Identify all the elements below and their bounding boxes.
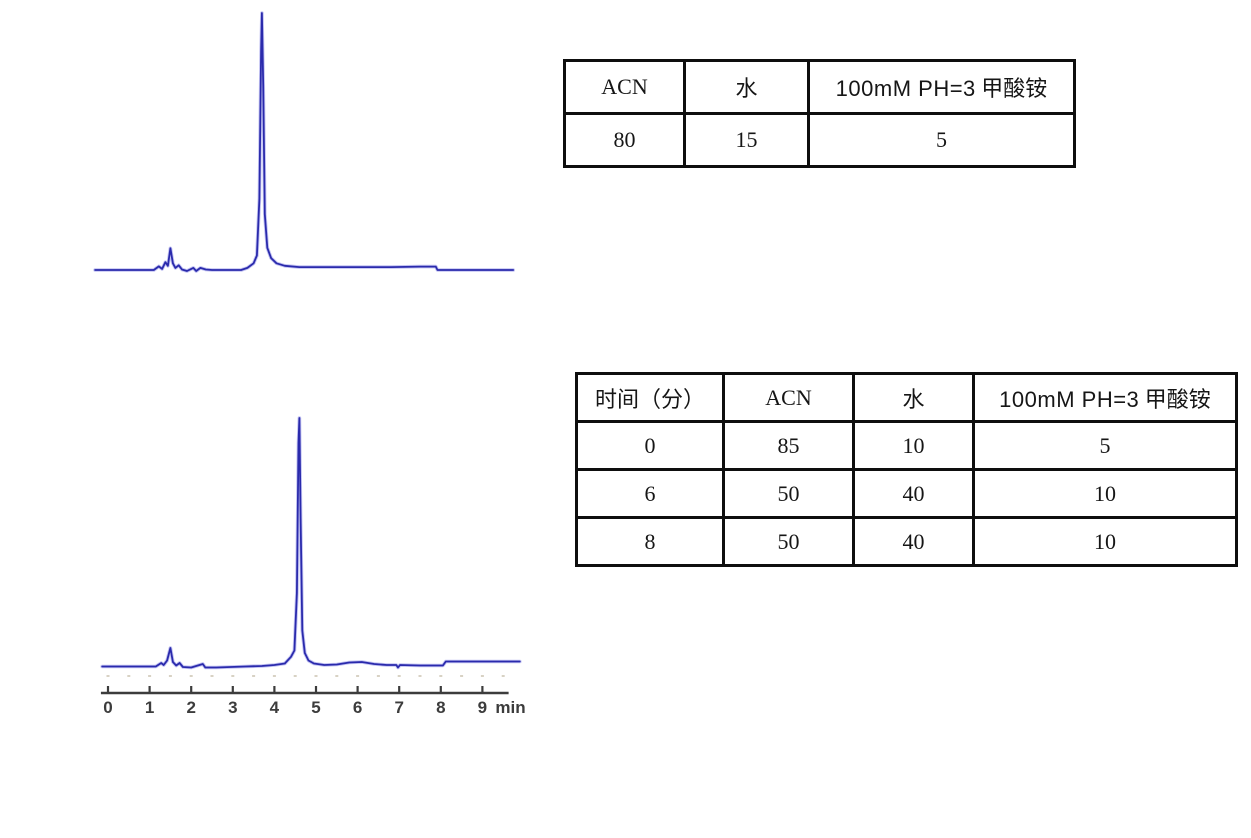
trace-halo (93, 11, 516, 273)
chromatogram-gradient: 0 1 2 3 4 5 6 7 8 9 min (100, 416, 526, 717)
header-buffer-en: 100mM PH=3 (835, 76, 976, 101)
isocratic-mobile-phase-table: ACN 水 100mM PH=3 甲酸铵 80 15 5 (563, 59, 1076, 168)
cell-water: 10 (852, 420, 975, 471)
header-buffer-cn: 甲酸铵 (1144, 386, 1211, 412)
tick-label: 5 (311, 698, 320, 717)
cell-acn: 50 (722, 468, 855, 519)
cell-time: 0 (575, 420, 725, 471)
cell-acn-value: 80 (563, 112, 686, 168)
table-row: 6 50 40 10 (575, 468, 1238, 519)
minor-tick (397, 675, 401, 677)
x-axis: 0 1 2 3 4 5 6 7 8 9 min (100, 675, 526, 717)
minor-tick (356, 675, 360, 677)
minor-tick (272, 675, 276, 677)
table-header-row: ACN 水 100mM PH=3 甲酸铵 (563, 59, 1076, 115)
chromatogram-isocratic (93, 11, 516, 273)
minor-tick (335, 675, 339, 677)
minor-tick (376, 675, 380, 677)
minor-tick (189, 675, 193, 677)
header-time: 时间（分） (575, 372, 725, 423)
header-buffer-en: 100mM PH=3 (999, 386, 1140, 412)
header-buffer: 100mM PH=3 甲酸铵 (972, 372, 1238, 423)
cell-buffer: 5 (972, 420, 1238, 471)
cell-time: 6 (575, 468, 725, 519)
minor-tick (106, 675, 110, 677)
minor-tick (314, 675, 318, 677)
gradient-program-table: 时间（分） ACN 水 100mM PH=3 甲酸铵 0 85 10 5 6 5… (575, 372, 1238, 567)
cell-acn: 85 (722, 420, 855, 471)
minor-tick (293, 675, 297, 677)
tick-label: 8 (436, 698, 445, 717)
minor-tick (480, 675, 484, 677)
tick-label: 2 (186, 698, 195, 717)
minor-tick (127, 675, 131, 677)
tick-label: 3 (228, 698, 237, 717)
minor-tick (148, 675, 152, 677)
minor-tick (168, 675, 172, 677)
cell-buffer-value: 5 (807, 112, 1076, 168)
minor-tick (210, 675, 214, 677)
table-row: 80 15 5 (563, 112, 1076, 168)
cell-water-value: 15 (683, 112, 810, 168)
header-water: 水 (852, 372, 975, 423)
cell-water: 40 (852, 516, 975, 567)
header-buffer-cn: 甲酸铵 (981, 76, 1048, 101)
cell-time: 8 (575, 516, 725, 567)
tick-label: 9 (478, 698, 487, 717)
minor-tick (439, 675, 443, 677)
table-row: 0 85 10 5 (575, 420, 1238, 471)
cell-buffer: 10 (972, 468, 1238, 519)
table-row: 8 50 40 10 (575, 516, 1238, 567)
table-header-row: 时间（分） ACN 水 100mM PH=3 甲酸铵 (575, 372, 1238, 423)
header-acn: ACN (722, 372, 855, 423)
tick-label: 6 (353, 698, 362, 717)
tick-label: 4 (270, 698, 280, 717)
header-buffer: 100mM PH=3 甲酸铵 (807, 59, 1076, 115)
header-water: 水 (683, 59, 810, 115)
trace-line (94, 12, 515, 272)
tick-label: 0 (103, 698, 112, 717)
minor-tick (460, 675, 464, 677)
trace-halo (100, 416, 522, 670)
header-acn: ACN (563, 59, 686, 115)
minor-tick (418, 675, 422, 677)
minor-tick (231, 675, 235, 677)
trace-line (101, 417, 521, 669)
cell-water: 40 (852, 468, 975, 519)
tick-label: 7 (394, 698, 403, 717)
cell-buffer: 10 (972, 516, 1238, 567)
minor-tick (252, 675, 256, 677)
cell-acn: 50 (722, 516, 855, 567)
tick-label: 1 (145, 698, 154, 717)
axis-unit-label: min (495, 698, 525, 717)
minor-tick (501, 675, 505, 677)
